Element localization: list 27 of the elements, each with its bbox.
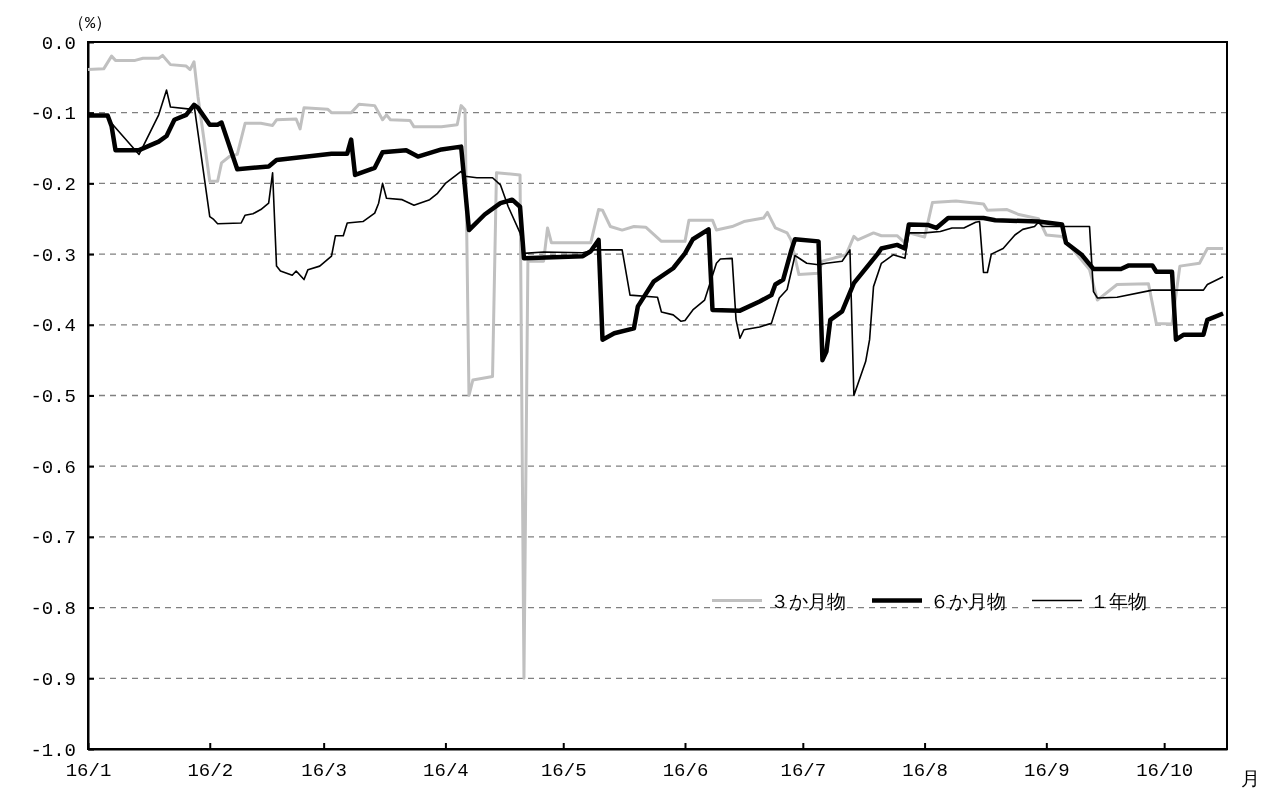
x-tick-label: 16/4 — [423, 760, 469, 783]
x-tick-label: 16/8 — [902, 760, 948, 783]
legend-label: ６か月物 — [930, 591, 1006, 614]
y-tick-label: -0.5 — [30, 386, 76, 409]
y-tick-label: 0.0 — [41, 32, 76, 55]
line-series — [86, 53, 1225, 680]
x-tick-label: 16/7 — [780, 760, 827, 783]
y-tick-label: -0.4 — [30, 315, 76, 338]
x-tick-label: 16/6 — [662, 760, 709, 783]
y-tick-label: -0.1 — [30, 103, 76, 126]
y-tick-label: -0.9 — [30, 668, 76, 691]
x-tick-label: 16/9 — [1024, 760, 1070, 783]
y-tick-label: -0.8 — [30, 598, 76, 621]
x-tick-label: 16/5 — [540, 760, 587, 783]
x-tick-label: 16/1 — [65, 760, 112, 783]
y-tick-label: -0.3 — [30, 244, 76, 267]
y-tick-label: -0.6 — [30, 456, 76, 479]
y-tick-label: -1.0 — [30, 739, 76, 762]
x-tick-label: 16/2 — [187, 760, 234, 783]
y-axis-title: （%） — [67, 14, 113, 33]
x-tick-label: 16/10 — [1136, 760, 1194, 783]
legend-label: ３か月物 — [770, 591, 846, 614]
x-axis-title: 月 — [1240, 769, 1260, 791]
x-tick-label: 16/3 — [301, 760, 347, 783]
y-tick-label: -0.7 — [30, 527, 76, 550]
legend-label: １年物 — [1090, 591, 1147, 614]
y-tick-label: -0.2 — [30, 173, 76, 196]
